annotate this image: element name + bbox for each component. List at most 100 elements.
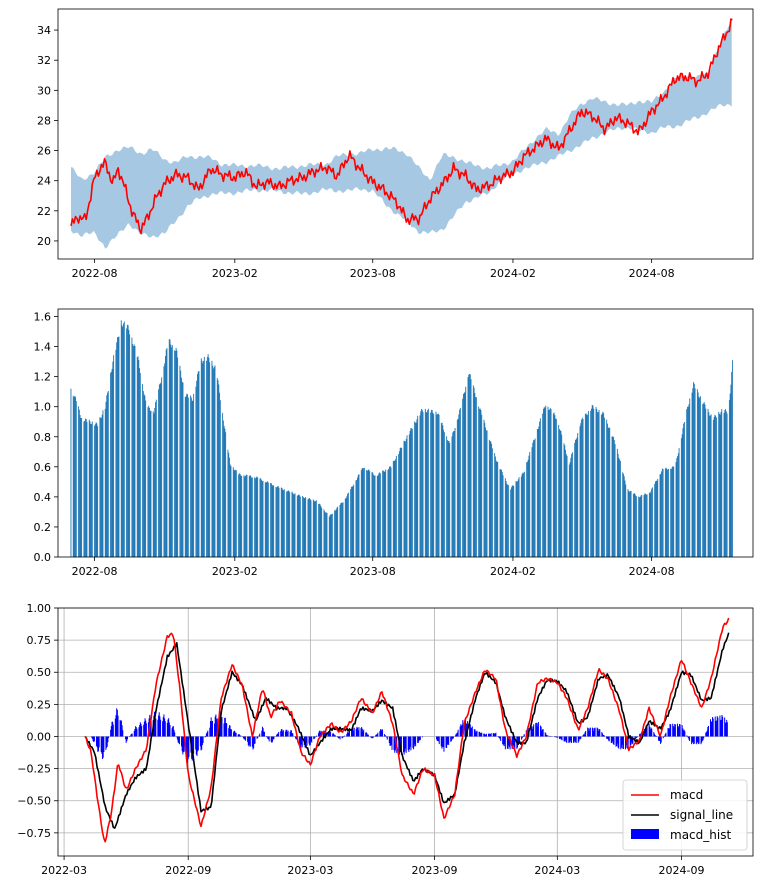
volatility-bar [134, 346, 136, 557]
x-tick-label: 2023-02 [212, 565, 258, 578]
volatility-bar [190, 397, 192, 557]
volatility-bar [193, 393, 195, 557]
macd-hist-bar [201, 736, 203, 745]
volatility-bar [486, 430, 488, 557]
macd-hist-bar [187, 736, 189, 760]
volatility-bar [289, 492, 291, 557]
volatility-bar [223, 425, 225, 557]
macd-hist-bar [630, 736, 632, 746]
macd-hist-bar [664, 734, 666, 737]
volatility-bar [579, 426, 581, 557]
volatility-bar [277, 486, 279, 557]
macd-hist-bar [202, 736, 204, 743]
volatility-bar [627, 489, 629, 557]
macd-hist-bar [646, 726, 648, 737]
macd-hist-bar [183, 736, 184, 753]
macd-hist-bar [611, 736, 613, 743]
macd-hist-bar [308, 736, 310, 744]
band-area [71, 18, 732, 249]
volatility-bar [212, 365, 214, 557]
volatility-bar [410, 428, 412, 557]
macd-hist-bar [101, 736, 103, 754]
macd-hist-bar [290, 730, 292, 737]
macd-hist-bar [489, 734, 491, 737]
volatility-bar [161, 377, 163, 557]
macd-hist-bar [564, 736, 566, 741]
volatility-bar [213, 368, 214, 557]
macd-hist-bar [632, 736, 634, 744]
macd-hist-bar [313, 736, 315, 740]
macd-hist-bar [473, 729, 475, 737]
volatility-bar [245, 476, 246, 557]
macd-hist-bar [707, 727, 709, 737]
macd-hist-bar [649, 729, 651, 737]
macd-hist-bar [400, 736, 402, 755]
macd-hist-bar [447, 736, 449, 744]
volatility-bar [603, 417, 605, 557]
macd-hist-bar [658, 736, 660, 741]
volatility-bar [718, 411, 720, 557]
x-tick-label: 2023-08 [350, 565, 396, 578]
macd-hist-bar [229, 725, 231, 737]
volatility-bar [334, 510, 336, 557]
macd-hist-bar [112, 721, 114, 737]
volatility-bar [328, 516, 330, 557]
macd-hist-bar [186, 736, 188, 760]
macd-hist-bar [120, 720, 122, 737]
macd-hist-bar [295, 736, 297, 740]
volatility-bar [89, 421, 91, 557]
volatility-bar [676, 458, 678, 557]
macd-hist-bar [627, 736, 629, 749]
volatility-bar [576, 437, 578, 557]
volatility-bar [458, 414, 460, 557]
volatility-bar [254, 478, 256, 557]
volatility-bar [149, 407, 150, 557]
macd-hist-bar [242, 736, 244, 738]
volatility-bar [257, 477, 259, 557]
volatility-bar [447, 441, 449, 557]
volatility-bar [442, 425, 444, 557]
volatility-bar [564, 445, 566, 557]
legend-swatch-macd-hist [631, 829, 659, 839]
volatility-bar [506, 483, 508, 557]
macd-hist-bar [318, 731, 320, 737]
macd-hist-bar [668, 728, 670, 737]
volatility-bar [565, 449, 566, 557]
volatility-bar [609, 427, 611, 557]
volatility-bar [308, 498, 310, 557]
volatility-bar [475, 397, 477, 557]
volatility-bar [107, 391, 109, 557]
macd-hist-bar [598, 729, 600, 737]
volatility-bar [362, 468, 364, 557]
macd-hist-bar [409, 736, 411, 750]
volatility-bar [646, 494, 648, 557]
macd-hist-bar [96, 736, 98, 748]
volatility-bar [192, 400, 194, 557]
volatility-bar [367, 469, 369, 557]
volatility-bar [635, 495, 637, 557]
volatility-bar [595, 407, 597, 557]
macd-hist-bar [139, 725, 141, 737]
macd-hist-bar [225, 723, 227, 737]
volatility-bar [496, 461, 498, 557]
macd-hist-bar [475, 731, 477, 737]
macd-hist-bar [324, 732, 326, 737]
volatility-bar [165, 349, 167, 557]
macd-hist-bar [216, 719, 218, 737]
volatility-bar [648, 492, 650, 557]
volatility-bar [537, 429, 539, 557]
macd-hist-bar [310, 736, 312, 742]
macd-hist-bar [232, 732, 234, 737]
macd-hist-bar [248, 736, 250, 747]
macd-hist-bar [205, 735, 207, 737]
volatility-bar [485, 430, 487, 557]
volatility-bar [251, 477, 253, 557]
macd-hist-bar [371, 736, 373, 739]
volatility-bar [517, 479, 519, 557]
volatility-bar [187, 397, 189, 557]
volatility-bar [224, 428, 226, 557]
volatility-bar [240, 475, 242, 557]
volatility-bar [214, 365, 216, 557]
volatility-bar [91, 423, 92, 557]
volatility-bar [171, 347, 172, 557]
